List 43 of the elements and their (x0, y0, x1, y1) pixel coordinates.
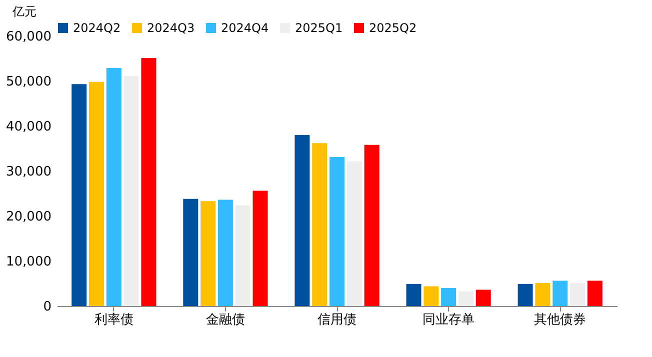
bar (252, 190, 268, 306)
bar (476, 290, 491, 306)
y-tick-label: 0 (43, 300, 52, 314)
y-tick-label: 10,000 (6, 254, 52, 270)
bar (570, 283, 586, 306)
legend-label: 2024Q2 (73, 21, 121, 35)
legend-label: 2025Q1 (295, 21, 343, 35)
bar (458, 291, 474, 306)
bar (364, 144, 380, 306)
bar (294, 135, 310, 306)
bar (552, 280, 568, 306)
y-tick-label: 60,000 (6, 30, 52, 44)
bar (535, 283, 550, 306)
bar (200, 201, 216, 306)
x-tick-label: 金融债 (206, 312, 245, 328)
bar (235, 205, 250, 306)
bar (72, 84, 87, 306)
y-tick-label: 30,000 (6, 164, 52, 180)
bar (441, 288, 456, 306)
y-axis-title: 亿元 (12, 4, 36, 18)
x-tick-label: 同业存单 (422, 312, 475, 328)
bar (218, 200, 233, 306)
y-tick-label: 20,000 (6, 210, 52, 224)
bar (330, 157, 344, 306)
bar (124, 76, 139, 306)
x-tick-label: 利率债 (94, 312, 134, 328)
bar (587, 280, 602, 306)
x-tick-label: 其他债券 (534, 312, 586, 328)
y-tick-label: 40,000 (6, 120, 52, 134)
bar (106, 68, 122, 306)
legend-label: 2024Q3 (147, 21, 195, 35)
bar (312, 143, 328, 306)
bar (183, 198, 198, 306)
bar (406, 284, 422, 306)
legend-label: 2025Q2 (369, 21, 417, 35)
bar (518, 284, 533, 306)
bar (88, 82, 104, 306)
bar (424, 286, 439, 306)
bar (346, 161, 362, 306)
legend-label: 2024Q4 (221, 21, 269, 35)
x-tick-label: 信用债 (318, 312, 356, 328)
bar (141, 58, 156, 306)
y-tick-label: 50,000 (6, 74, 52, 90)
